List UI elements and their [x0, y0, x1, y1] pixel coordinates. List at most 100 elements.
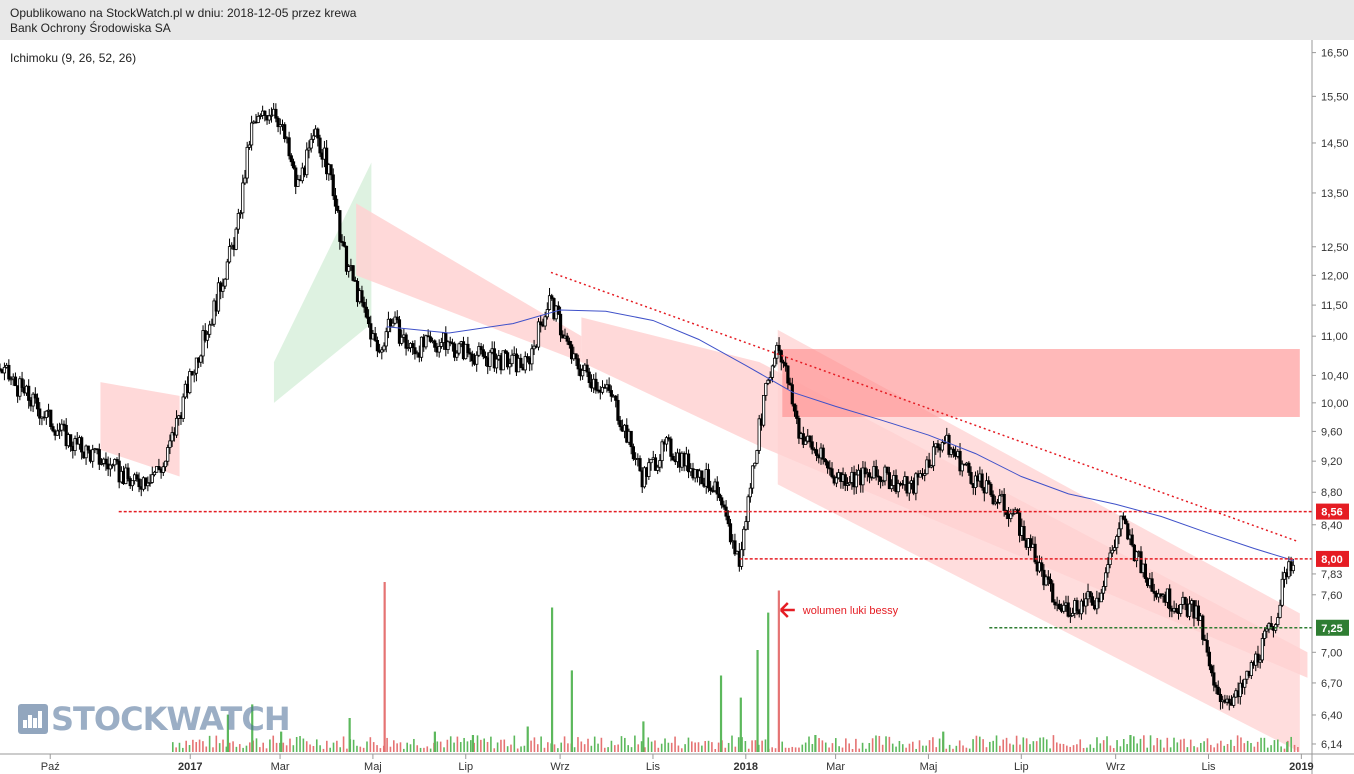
- candle-body: [653, 457, 658, 471]
- candle-body: [318, 137, 322, 154]
- volume-bar: [1206, 738, 1209, 752]
- x-tick-label: Mar: [271, 761, 290, 773]
- volume-bar: [674, 736, 676, 752]
- candle-body: [316, 128, 320, 139]
- candle-body: [1075, 600, 1079, 612]
- volume-bar: [650, 741, 653, 752]
- candle-body: [1117, 528, 1121, 537]
- volume-bar: [1230, 739, 1232, 752]
- x-tick-label: Wrz: [1106, 761, 1125, 773]
- candle-body: [958, 450, 962, 472]
- volume-bar: [972, 739, 974, 752]
- volume-bar: [1049, 748, 1051, 752]
- publish-info: Opublikowano na StockWatch.pl w dniu: 20…: [10, 6, 357, 20]
- candle-body: [1249, 662, 1253, 676]
- volume-bar: [1243, 743, 1246, 752]
- candle-body: [1258, 659, 1262, 663]
- candle-body: [1269, 623, 1273, 628]
- candle-body: [609, 390, 613, 397]
- candle-body: [823, 458, 828, 463]
- volume-bar: [965, 747, 968, 752]
- volume-bar: [259, 747, 261, 752]
- candle-body: [1104, 572, 1108, 587]
- level-label: 7,25: [1321, 623, 1342, 635]
- candle-body: [795, 410, 799, 419]
- candle-body: [530, 348, 534, 365]
- candle-body: [854, 474, 858, 488]
- volume-bar: [1022, 737, 1025, 752]
- candle-body: [35, 397, 40, 410]
- candle-body: [923, 473, 927, 476]
- volume-bar: [1226, 744, 1229, 752]
- volume-bar: [376, 745, 378, 752]
- y-tick-label: 6,70: [1321, 678, 1342, 690]
- candle-body: [757, 418, 761, 451]
- candle-body: [166, 447, 170, 462]
- price-chart[interactable]: 8,56 8,00 7,25 wolumen luki bessy 16,50 15,50…: [0, 40, 1354, 774]
- candle-body: [130, 480, 135, 487]
- candle-body: [305, 149, 309, 176]
- volume-bar: [985, 747, 988, 752]
- y-tick-label: 7,83: [1321, 569, 1342, 581]
- candle-body: [883, 466, 887, 482]
- volume-bar: [1260, 737, 1262, 752]
- volume-bar: [235, 746, 238, 752]
- volume-bar: [1119, 746, 1122, 752]
- candle-body: [108, 464, 112, 470]
- volume-bar: [901, 744, 904, 752]
- candle-body: [238, 212, 243, 215]
- candle-body: [9, 378, 13, 381]
- volume-bar: [1210, 744, 1212, 752]
- volume-bar: [1099, 743, 1102, 752]
- volume-bar: [1079, 739, 1082, 752]
- volume-bar: [1156, 737, 1159, 752]
- volume-bar: [1159, 739, 1162, 752]
- candle-body: [790, 384, 794, 405]
- candle-body: [1018, 512, 1022, 536]
- candle-body: [717, 493, 722, 499]
- candle-body: [137, 478, 141, 488]
- candle-body: [797, 418, 801, 439]
- level-label: 8,56: [1321, 507, 1342, 519]
- volume-bar: [932, 737, 934, 752]
- candle-body: [523, 356, 527, 371]
- volume-bar: [717, 742, 720, 752]
- candle-body: [726, 515, 730, 525]
- candle-body: [364, 306, 368, 318]
- volume-bar: [265, 748, 268, 752]
- volume-bar: [439, 741, 442, 752]
- volume-bar: [362, 747, 365, 752]
- volume-bar: [279, 742, 281, 752]
- candle-body: [539, 321, 543, 326]
- volume-bar: [590, 745, 593, 752]
- candle-body: [333, 195, 338, 207]
- candle-body: [543, 316, 547, 327]
- volume-bar: [383, 582, 386, 752]
- volume-bar: [898, 740, 901, 752]
- volume-bar: [617, 744, 619, 752]
- candle-body: [428, 336, 432, 342]
- volume-bar: [670, 742, 673, 752]
- candle-body: [845, 483, 850, 486]
- volume-bar: [915, 748, 917, 752]
- volume-bar: [215, 735, 218, 752]
- candle-body: [366, 316, 371, 325]
- candle-body: [748, 487, 752, 498]
- volume-bar: [1129, 735, 1132, 752]
- volume-bar: [480, 739, 482, 752]
- ichimoku-cloud-3: [581, 317, 760, 447]
- candle-body: [550, 295, 554, 299]
- volume-bar: [875, 735, 877, 752]
- volume-bar: [506, 746, 509, 752]
- volume-bar: [413, 738, 415, 752]
- volume-bar: [526, 726, 529, 752]
- y-tick-label: 9,20: [1321, 456, 1342, 468]
- candle-body: [1106, 564, 1110, 574]
- volume-bar: [1072, 745, 1075, 752]
- volume-bar: [228, 742, 231, 752]
- candle-body: [1079, 600, 1084, 615]
- candle-body: [671, 455, 675, 461]
- candle-body: [194, 357, 199, 374]
- candle-body: [1205, 640, 1209, 653]
- volume-bar: [339, 747, 342, 752]
